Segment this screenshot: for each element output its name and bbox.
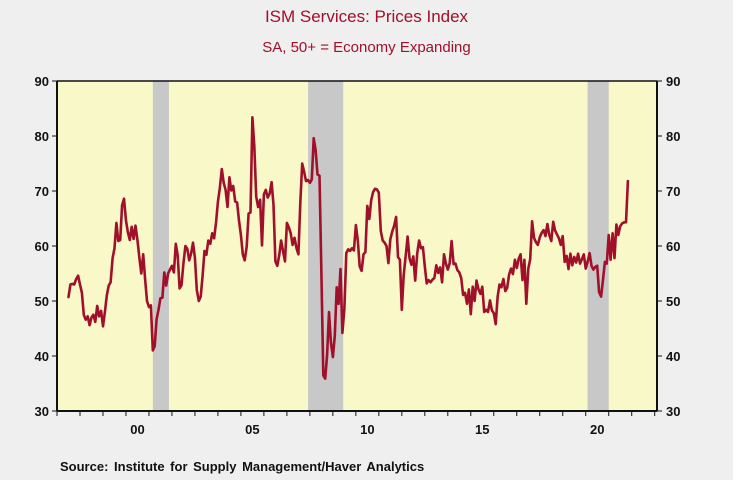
y-tick-label-right: 80 — [666, 129, 680, 144]
y-tick-label-left: 60 — [35, 239, 49, 254]
recession-band — [308, 81, 344, 411]
chart-subtitle: SA, 50+ = Economy Expanding — [262, 39, 471, 56]
y-tick-label-right: 50 — [666, 294, 680, 309]
y-tick-label-right: 70 — [666, 184, 680, 199]
y-tick-label-left: 70 — [35, 184, 49, 199]
y-tick-label-right: 30 — [666, 404, 680, 419]
recession-bands — [152, 81, 609, 411]
recession-band — [152, 81, 169, 411]
chart-title: ISM Services: Prices Index — [264, 7, 469, 26]
source-note: Source: Institute for Supply Management/… — [60, 459, 425, 474]
x-tick-label: 10 — [360, 422, 374, 437]
y-tick-label-right: 40 — [666, 349, 680, 364]
axes — [52, 80, 662, 416]
series-line — [67, 116, 630, 380]
y-tick-label-left: 50 — [35, 294, 49, 309]
y-tick-label-right: 90 — [666, 74, 680, 89]
series-layer — [67, 116, 630, 380]
recession-band — [587, 81, 609, 411]
y-tick-label-right: 60 — [666, 239, 680, 254]
x-tick-label: 00 — [130, 422, 144, 437]
x-tick-label: 15 — [475, 422, 489, 437]
y-tick-label-left: 40 — [35, 349, 49, 364]
y-tick-label-left: 90 — [35, 74, 49, 89]
y-tick-label-left: 30 — [35, 404, 49, 419]
y-tick-label-left: 80 — [35, 129, 49, 144]
tick-labels: 30 30 40 40 50 50 60 60 70 70 80 80 90 90 00 05 10 15 20 — [35, 74, 681, 437]
x-tick-label: 20 — [590, 422, 604, 437]
x-tick-label: 05 — [245, 422, 259, 437]
